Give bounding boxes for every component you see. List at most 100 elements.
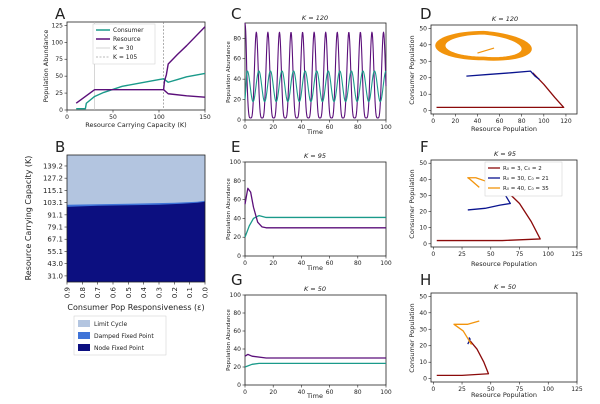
panel-c-title: K = 120: [302, 14, 328, 22]
y-tick-label: 30: [419, 326, 427, 333]
y-tick-label: 0: [423, 108, 427, 115]
red-trajectory: [436, 72, 565, 109]
x-tick-label: 25: [458, 251, 466, 258]
x-tick-label: 100: [153, 114, 165, 121]
panel-g-letter: G: [231, 271, 243, 289]
legend-damped: Damped Fixed Point: [94, 333, 154, 340]
x-tick-label: 0.6: [110, 286, 118, 298]
x-tick-label: 20: [269, 389, 277, 396]
x-tick-label: 80: [354, 260, 362, 267]
y-tick-label: 67.1: [47, 236, 63, 244]
x-tick-label: 125: [571, 386, 583, 393]
panel-b-xlabel: Consumer Pop Responsiveness (ε): [67, 303, 204, 312]
panel-g-axes: [244, 294, 387, 386]
panel-b-letter: B: [55, 138, 65, 156]
x-tick-label: 60: [326, 260, 334, 267]
y-tick-label: 80: [233, 178, 241, 185]
panel-h-title: K = 50: [494, 283, 516, 291]
panel-d-title: K = 120: [492, 15, 518, 23]
y-tick-label: 10: [419, 359, 427, 366]
y-tick-label: 80: [233, 310, 241, 317]
y-tick-label: 50: [419, 160, 427, 167]
x-tick-label: 0: [431, 118, 435, 125]
legend-limit-cycle: Limit Cycle: [94, 321, 127, 328]
panel-a-axes: [66, 21, 206, 111]
y-tick-label: 0: [423, 376, 427, 383]
y-tick-label: 115.1: [43, 187, 63, 195]
y-tick-label: 43.0: [47, 260, 63, 268]
panel-b-axes: [66, 154, 206, 283]
x-tick-label: 60: [496, 118, 504, 125]
y-tick-label: 30: [419, 192, 427, 199]
y-tick-label: 139.2: [43, 162, 63, 170]
y-tick-label: 20: [233, 234, 241, 241]
resource-line: [244, 353, 386, 359]
legend-r40: R₀ = 40, C₀ = 35: [503, 186, 549, 192]
orange-trajectory-start: [477, 47, 495, 54]
x-tick-label: 125: [571, 251, 583, 258]
panel-g: G K = 50 0 20 40 60 80 100 0 20 40 60 80 100 Time P…: [226, 271, 392, 400]
y-tick-label: 0: [423, 241, 427, 248]
x-tick-label: 0: [65, 114, 69, 121]
y-tick-label: 100: [52, 39, 64, 46]
panel-f-legend: R₀ = 3, C₀ = 2 R₀ = 30, C₀ = 21 R₀ = 40,…: [484, 161, 563, 197]
x-tick-label: 80: [354, 124, 362, 131]
y-tick-label: 30: [419, 58, 427, 65]
x-tick-label: 75: [516, 251, 524, 258]
consumer-line: [244, 214, 386, 238]
x-tick-label: 0: [243, 124, 247, 131]
legend-k105: K = 105: [113, 54, 137, 61]
x-tick-label: 50: [487, 251, 495, 258]
panel-d-ylabel: Consumer Population: [408, 35, 416, 104]
panel-g-ticks: 0 20 40 60 80 100 0 20 40 60 80 100: [230, 292, 392, 396]
y-tick-label: 100: [230, 159, 242, 166]
y-tick-label: 40: [233, 346, 241, 353]
panel-f-xlabel: Resource Population: [471, 260, 537, 268]
panel-e-ticks: 0 20 40 60 80 100 0 20 40 60 80 100: [230, 159, 392, 267]
panel-e-xlabel: Time: [306, 264, 323, 272]
panel-g-marks: [244, 353, 386, 368]
legend-damped-swatch: [78, 332, 90, 339]
y-tick-label: 50: [419, 25, 427, 32]
y-tick-label: 60: [233, 197, 241, 204]
y-tick-label: 125: [52, 22, 64, 29]
panel-a: A 0 50 100 150 0 25 50 75 100 125 Resource Carryi…: [42, 5, 211, 129]
x-tick-label: 0: [431, 386, 435, 393]
panel-f: F K = 95 0 25 50 75 100 125 0 10 20 30 40 50 Resour…: [408, 138, 583, 268]
panel-a-ylabel: Population Abundance: [42, 30, 50, 103]
panel-d: D K = 120 0 20 40 60 80 100 120 0 10 20 30 40 50 Res…: [408, 5, 578, 133]
resource-lower-line: [163, 89, 206, 98]
node-region: [67, 201, 205, 282]
panel-h-ylabel: Consumer Population: [408, 303, 416, 372]
x-tick-label: 80: [354, 389, 362, 396]
y-tick-label: 20: [419, 343, 427, 350]
x-tick-label: 40: [298, 260, 306, 267]
y-tick-label: 50: [55, 73, 63, 80]
x-tick-label: 0.2: [171, 287, 179, 298]
panel-c-letter: C: [231, 5, 241, 23]
y-tick-label: 40: [419, 42, 427, 49]
x-tick-label: 100: [380, 260, 392, 267]
y-tick-label: 50: [419, 293, 427, 300]
panel-e-ylabel: Population Abundance: [226, 178, 232, 240]
panel-b: B 0.9 0.8 0.7 0.6 0.5 0.4 0.3 0.2 0.1 0.0 139.2 127…: [24, 138, 210, 356]
x-tick-label: 75: [516, 386, 524, 393]
y-tick-label: 91.1: [47, 211, 63, 219]
legend-consumer: Consumer: [113, 27, 144, 34]
panel-h-xlabel: Resource Population: [471, 391, 537, 399]
panel-f-ylabel: Consumer Population: [408, 169, 416, 238]
panel-b-ylabel: Resource Carrying Capacity (K): [24, 156, 33, 281]
resource-line: [244, 22, 387, 119]
blue-trajectory: [467, 337, 471, 345]
orange-limit-cycle: [435, 30, 532, 61]
x-tick-label: 0.4: [140, 286, 148, 298]
legend-node-swatch: [78, 344, 90, 351]
panel-a-xlabel: Resource Carrying Capacity (K): [85, 121, 186, 129]
x-tick-label: 40: [474, 118, 482, 125]
panel-d-xlabel: Resource Population: [471, 125, 537, 133]
x-tick-label: 0.8: [79, 287, 87, 298]
panel-h-axes: [430, 292, 578, 383]
x-tick-label: 100: [543, 251, 555, 258]
y-tick-label: 40: [419, 310, 427, 317]
